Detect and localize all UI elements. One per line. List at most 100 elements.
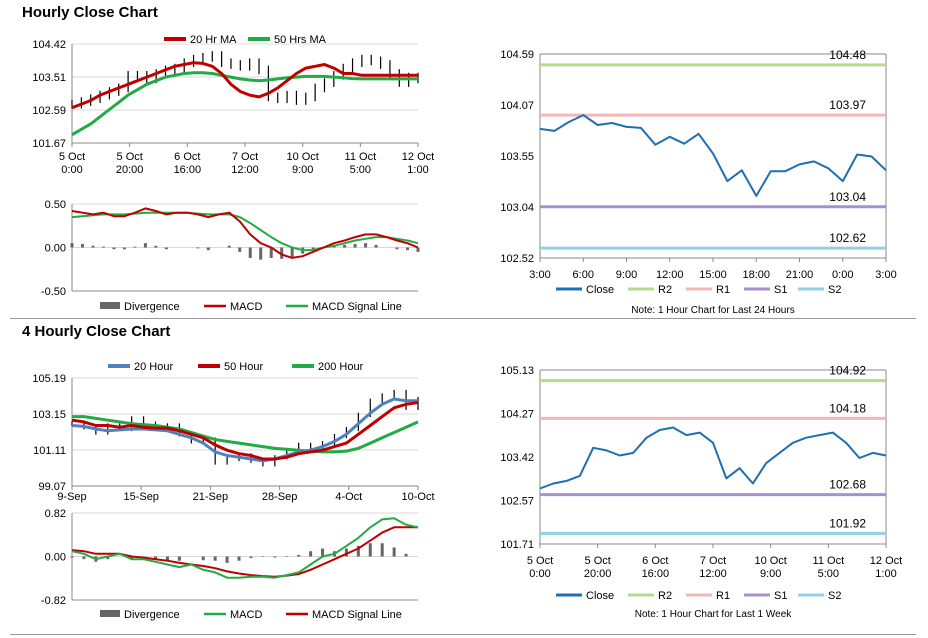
hourly-sr-xtick-label: 18:00 bbox=[742, 269, 770, 281]
fourhourly-macd-legend-label: MACD Signal Line bbox=[312, 609, 402, 621]
fourhourly-sr-ytick-label: 105.13 bbox=[500, 365, 534, 377]
hourly-price-xtick-label: 5 Oct bbox=[117, 151, 143, 163]
fourhourly-sr-xtick-label: 9:00 bbox=[760, 568, 781, 580]
hourly-price-legend-label: 20 Hr MA bbox=[190, 34, 237, 46]
hourly-sr-r2-level-label: 104.48 bbox=[829, 48, 866, 62]
hourly-macd-ytick-label: -0.50 bbox=[41, 286, 66, 298]
section-title-hourly: Hourly Close Chart bbox=[22, 4, 158, 21]
hourly-price-xtick-label: 6 Oct bbox=[174, 151, 200, 163]
fourhourly-sr-r2-level-label: 104.92 bbox=[829, 364, 866, 378]
hourly-macd-ytick-label: 0.50 bbox=[45, 199, 66, 211]
section-title-4hourly: 4 Hourly Close Chart bbox=[22, 323, 171, 340]
hourly-macd-macd-line bbox=[71, 207, 419, 259]
hourly-sr-s2-level-label: 102.62 bbox=[829, 231, 866, 245]
fourhourly-macd-legend-label: Divergence bbox=[124, 609, 180, 621]
fourhourly-price-xtick-label: 4-Oct bbox=[335, 491, 362, 503]
hourly-sr-legend-label: R2 bbox=[658, 284, 672, 296]
section-divider bbox=[10, 318, 916, 319]
hourly-price-ytick-label: 103.51 bbox=[32, 72, 66, 84]
hourly-price-ytick-label: 102.59 bbox=[32, 105, 66, 117]
fourhourly-sr-ytick-label: 103.42 bbox=[500, 452, 534, 464]
fourhourly-sr-xtick-label: 7 Oct bbox=[700, 555, 726, 567]
fourhourly-sr-xtick-label: 12:00 bbox=[699, 568, 727, 580]
fourhourly-sr-xtick-label: 10 Oct bbox=[754, 555, 786, 567]
hourly-sr-xtick-label: 3:00 bbox=[529, 269, 550, 281]
fourhourly-macd-macd-line bbox=[71, 517, 419, 579]
hourly-price-xtick-label: 1:00 bbox=[407, 164, 428, 176]
fourhourly-macd-signal-line bbox=[71, 526, 418, 578]
hourly-price-xtick-label: 20:00 bbox=[116, 164, 144, 176]
fourhourly-sr-xtick-label: 12 Oct bbox=[870, 555, 902, 567]
hourly-sr-xtick-label: 15:00 bbox=[699, 269, 727, 281]
hourly-price-xtick-label: 12 Oct bbox=[402, 151, 434, 163]
hourly-macd-legend-label: MACD bbox=[230, 301, 262, 313]
fourhourly-sr-xtick-label: 20:00 bbox=[584, 568, 612, 580]
hourly-sr-ytick-label: 104.07 bbox=[500, 100, 534, 112]
fourhourly-price-ytick-label: 101.11 bbox=[33, 445, 66, 457]
hourly-sr-note: Note: 1 Hour Chart for Last 24 Hours bbox=[631, 305, 794, 316]
fourhourly-sr-xtick-label: 16:00 bbox=[642, 568, 670, 580]
hourly-sr-ytick-label: 103.04 bbox=[500, 202, 534, 214]
hourly-sr-legend-label: S1 bbox=[774, 284, 787, 296]
hourly-sr-xtick-label: 12:00 bbox=[656, 269, 684, 281]
fourhourly-sr-s1-level-label: 102.68 bbox=[829, 478, 866, 492]
fourhourly-price-ma200-line bbox=[72, 415, 419, 454]
fourhourly-sr-ytick-label: 102.57 bbox=[500, 496, 534, 508]
hourly-macd-ytick-label: 0.00 bbox=[45, 243, 66, 255]
fourhourly-macd-legend-swatch bbox=[100, 610, 120, 617]
fourhourly-price-xtick-label: 9-Sep bbox=[57, 491, 86, 503]
hourly-price-ytick-label: 101.67 bbox=[32, 138, 66, 150]
fourhourly-price-ytick-label: 103.15 bbox=[32, 409, 66, 421]
fourhourly-sr-ytick-label: 104.27 bbox=[500, 409, 534, 421]
hourly-sr-r1-level-label: 103.97 bbox=[829, 98, 866, 112]
hourly-price-ma50-line bbox=[71, 71, 418, 137]
fourhourly-price-ma20-line bbox=[71, 397, 418, 463]
fourhourly-sr-xtick-label: 6 Oct bbox=[642, 555, 668, 567]
fourhourly-sr-xtick-label: 0:00 bbox=[529, 568, 550, 580]
fourhourly-sr-legend-label: S2 bbox=[828, 590, 841, 602]
hourly-sr-legend-label: S2 bbox=[828, 284, 841, 296]
fourhourly-sr-xtick-label: 5 Oct bbox=[585, 555, 611, 567]
fourhourly-sr-ytick-label: 101.71 bbox=[500, 539, 534, 551]
fourhourly-sr-s2-level-label: 101.92 bbox=[829, 516, 866, 530]
hourly-sr-close-line bbox=[539, 114, 887, 197]
fourhourly-sr-legend-label: S1 bbox=[774, 590, 787, 602]
hourly-sr-xtick-label: 3:00 bbox=[875, 269, 896, 281]
fourhourly-sr-legend-label: R1 bbox=[716, 590, 730, 602]
hourly-price-xtick-label: 5 Oct bbox=[59, 151, 85, 163]
hourly-price-ma20-line bbox=[71, 61, 418, 110]
fourhourly-macd-legend-label: MACD bbox=[230, 609, 262, 621]
hourly-sr-legend-label: R1 bbox=[716, 284, 730, 296]
fourhourly-sr-xtick-label: 5 Oct bbox=[527, 555, 553, 567]
hourly-price-ytick-label: 104.42 bbox=[32, 39, 66, 51]
fourhourly-price-xtick-label: 21-Sep bbox=[193, 491, 228, 503]
hourly-price-xtick-label: 9:00 bbox=[292, 164, 313, 176]
hourly-sr-xtick-label: 21:00 bbox=[786, 269, 814, 281]
fourhourly-sr-xtick-label: 11 Oct bbox=[813, 555, 845, 567]
hourly-price-legend-label: 50 Hrs MA bbox=[274, 34, 327, 46]
hourly-price-xtick-label: 12:00 bbox=[231, 164, 259, 176]
fourhourly-price-ma50-line bbox=[71, 401, 419, 461]
fourhourly-macd-ytick-label: 0.00 bbox=[45, 552, 66, 564]
hourly-macd-legend-label: Divergence bbox=[124, 301, 180, 313]
fourhourly-sr-xtick-label: 5:00 bbox=[818, 568, 839, 580]
fourhourly-sr-close-line bbox=[539, 426, 887, 490]
hourly-macd-legend-swatch bbox=[100, 302, 120, 309]
hourly-sr-ytick-label: 104.59 bbox=[500, 49, 534, 61]
hourly-price-xtick-label: 7 Oct bbox=[232, 151, 258, 163]
hourly-macd-legend-label: MACD Signal Line bbox=[312, 301, 402, 313]
hourly-price-xtick-label: 10 Oct bbox=[286, 151, 318, 163]
fourhourly-sr-note: Note: 1 Hour Chart for Last 1 Week bbox=[635, 609, 793, 620]
hourly-price-xtick-label: 5:00 bbox=[350, 164, 371, 176]
hourly-sr-legend-label: Close bbox=[586, 284, 614, 296]
fourhourly-macd-ytick-label: 0.82 bbox=[45, 508, 66, 520]
hourly-sr-xtick-label: 0:00 bbox=[832, 269, 853, 281]
fourhourly-price-xtick-label: 15-Sep bbox=[123, 491, 158, 503]
fourhourly-price-legend-label: 200 Hour bbox=[318, 361, 364, 373]
hourly-price-xtick-label: 0:00 bbox=[61, 164, 82, 176]
hourly-sr-xtick-label: 6:00 bbox=[573, 269, 594, 281]
hourly-sr-s1-level-label: 103.04 bbox=[829, 190, 866, 204]
fourhourly-macd-ytick-label: -0.82 bbox=[41, 595, 66, 607]
fourhourly-sr-legend-label: Close bbox=[586, 590, 614, 602]
